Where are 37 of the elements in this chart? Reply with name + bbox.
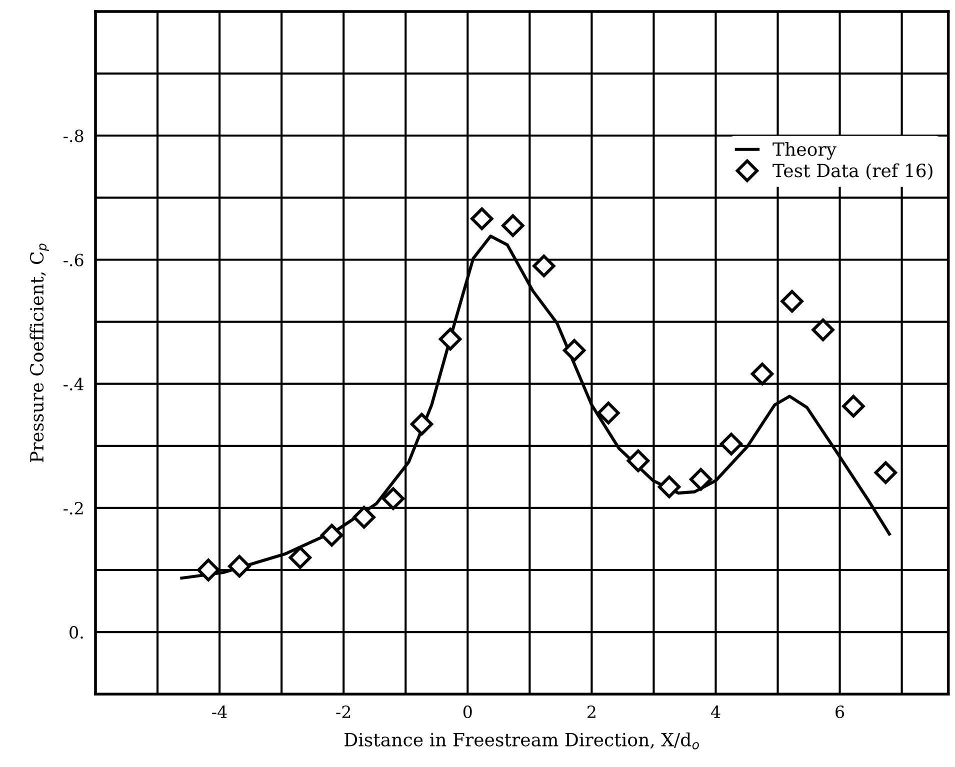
x-tick-label: 4 xyxy=(710,706,720,718)
y-tick-label: 0. xyxy=(70,626,83,639)
point xyxy=(658,476,681,498)
x-tick-label: -4 xyxy=(212,706,227,718)
point xyxy=(382,487,405,510)
point xyxy=(842,394,865,418)
point xyxy=(532,254,556,278)
point xyxy=(597,402,620,424)
y-tick-label: -.6 xyxy=(64,254,84,266)
y-axis-title: Pressure Coefficient, C$_{p}$ xyxy=(30,244,49,462)
x-tick-label: -2 xyxy=(336,706,350,718)
point xyxy=(320,524,344,547)
x-axis-title: Distance in Freestream Direction, X/d$_{o}$ xyxy=(344,732,699,750)
point xyxy=(288,546,312,569)
y-tick-label: -.2 xyxy=(64,502,83,515)
point xyxy=(689,468,712,491)
y-tick-label: -.8 xyxy=(64,130,84,142)
y-tick-label: -.4 xyxy=(64,378,84,390)
x-tick-label: 0 xyxy=(463,706,472,718)
x-tick-label: 2 xyxy=(588,706,596,718)
point xyxy=(626,449,650,472)
point xyxy=(720,432,743,456)
point xyxy=(410,412,434,436)
legend-label: Theory xyxy=(772,142,836,160)
legend-label: Test Data (ref 16) xyxy=(772,163,932,180)
point xyxy=(562,338,586,362)
point xyxy=(750,362,774,386)
point xyxy=(197,558,220,582)
point xyxy=(228,554,251,578)
point xyxy=(502,214,524,237)
point xyxy=(470,207,494,230)
point xyxy=(874,461,898,484)
point xyxy=(780,290,804,313)
x-tick-label: 6 xyxy=(836,706,844,718)
point xyxy=(352,506,376,529)
point xyxy=(812,318,834,342)
point xyxy=(438,328,462,351)
